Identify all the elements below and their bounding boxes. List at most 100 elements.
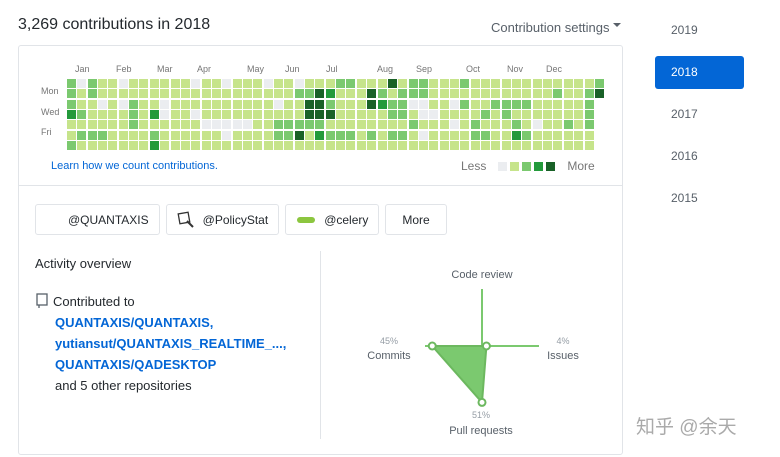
contribution-day-cell[interactable] — [512, 130, 522, 140]
contribution-day-cell[interactable] — [356, 120, 366, 130]
contribution-day-cell[interactable] — [532, 110, 542, 120]
repo-link[interactable]: QUANTAXIS/QADESKTOP — [55, 357, 217, 372]
contribution-day-cell[interactable] — [460, 89, 470, 99]
contribution-day-cell[interactable] — [470, 120, 480, 130]
contribution-day-cell[interactable] — [253, 89, 263, 99]
contribution-day-cell[interactable] — [522, 110, 532, 120]
contribution-day-cell[interactable] — [222, 99, 232, 109]
contribution-day-cell[interactable] — [170, 110, 180, 120]
contribution-day-cell[interactable] — [532, 120, 542, 130]
contribution-day-cell[interactable] — [522, 89, 532, 99]
contribution-day-cell[interactable] — [305, 99, 315, 109]
contribution-day-cell[interactable] — [574, 130, 584, 140]
contribution-day-cell[interactable] — [263, 130, 273, 140]
contribution-day-cell[interactable] — [211, 130, 221, 140]
contribution-day-cell[interactable] — [201, 99, 211, 109]
contribution-day-cell[interactable] — [584, 120, 594, 130]
contribution-day-cell[interactable] — [201, 79, 211, 88]
contribution-day-cell[interactable] — [211, 110, 221, 120]
contribution-day-cell[interactable] — [87, 141, 97, 151]
contribution-day-cell[interactable] — [543, 120, 553, 130]
contribution-day-cell[interactable] — [481, 110, 490, 120]
contribution-day-cell[interactable] — [98, 99, 108, 109]
contribution-day-cell[interactable] — [336, 99, 346, 109]
contribution-day-cell[interactable] — [367, 141, 377, 151]
contribution-day-cell[interactable] — [460, 110, 470, 120]
contribution-day-cell[interactable] — [191, 130, 201, 140]
contribution-day-cell[interactable] — [543, 110, 553, 120]
contribution-day-cell[interactable] — [315, 110, 325, 120]
contribution-day-cell[interactable] — [449, 79, 459, 88]
contribution-day-cell[interactable] — [170, 120, 180, 130]
contribution-day-cell[interactable] — [77, 120, 87, 130]
contribution-day-cell[interactable] — [574, 141, 584, 151]
contribution-day-cell[interactable] — [253, 141, 263, 151]
contribution-day-cell[interactable] — [211, 141, 221, 151]
contribution-day-cell[interactable] — [232, 130, 242, 140]
contribution-day-cell[interactable] — [242, 79, 252, 88]
contribution-day-cell[interactable] — [356, 79, 366, 88]
contribution-day-cell[interactable] — [274, 130, 283, 140]
contribution-day-cell[interactable] — [67, 110, 76, 120]
contribution-day-cell[interactable] — [170, 141, 180, 151]
contribution-day-cell[interactable] — [67, 141, 76, 151]
contribution-day-cell[interactable] — [346, 130, 356, 140]
contribution-day-cell[interactable] — [491, 130, 501, 140]
contribution-day-cell[interactable] — [491, 110, 501, 120]
contribution-day-cell[interactable] — [553, 120, 563, 130]
contribution-day-cell[interactable] — [160, 130, 170, 140]
year-2019[interactable]: 2019 — [671, 23, 698, 37]
contribution-day-cell[interactable] — [418, 79, 428, 88]
contribution-day-cell[interactable] — [180, 120, 190, 130]
contribution-day-cell[interactable] — [563, 89, 573, 99]
contribution-day-cell[interactable] — [149, 130, 159, 140]
contribution-day-cell[interactable] — [449, 99, 459, 109]
contribution-day-cell[interactable] — [315, 130, 325, 140]
contribution-day-cell[interactable] — [377, 79, 387, 88]
contribution-day-cell[interactable] — [108, 99, 118, 109]
contribution-day-cell[interactable] — [108, 110, 118, 120]
contribution-day-cell[interactable] — [232, 110, 242, 120]
contribution-day-cell[interactable] — [129, 79, 139, 88]
contribution-day-cell[interactable] — [325, 120, 335, 130]
contribution-day-cell[interactable] — [274, 79, 283, 88]
contribution-day-cell[interactable] — [87, 110, 97, 120]
contribution-day-cell[interactable] — [398, 120, 408, 130]
contribution-day-cell[interactable] — [481, 141, 490, 151]
repo-link[interactable]: yutiansut/QUANTAXIS_REALTIME_..., — [55, 336, 287, 351]
contribution-day-cell[interactable] — [129, 110, 139, 120]
contribution-day-cell[interactable] — [149, 99, 159, 109]
contribution-day-cell[interactable] — [325, 79, 335, 88]
contribution-day-cell[interactable] — [305, 110, 315, 120]
contribution-day-cell[interactable] — [522, 141, 532, 151]
contribution-day-cell[interactable] — [180, 99, 190, 109]
contribution-day-cell[interactable] — [439, 141, 449, 151]
contribution-day-cell[interactable] — [222, 141, 232, 151]
contribution-day-cell[interactable] — [242, 89, 252, 99]
contribution-day-cell[interactable] — [346, 110, 356, 120]
contribution-day-cell[interactable] — [305, 89, 315, 99]
contribution-day-cell[interactable] — [408, 79, 418, 88]
contribution-day-cell[interactable] — [408, 120, 418, 130]
contribution-day-cell[interactable] — [139, 130, 149, 140]
contribution-day-cell[interactable] — [170, 99, 180, 109]
contribution-day-cell[interactable] — [191, 79, 201, 88]
contribution-day-cell[interactable] — [77, 141, 87, 151]
contribution-day-cell[interactable] — [574, 120, 584, 130]
contribution-day-cell[interactable] — [377, 99, 387, 109]
contribution-day-cell[interactable] — [481, 99, 490, 109]
contribution-day-cell[interactable] — [439, 130, 449, 140]
contribution-day-cell[interactable] — [429, 99, 439, 109]
contribution-day-cell[interactable] — [470, 110, 480, 120]
contribution-day-cell[interactable] — [211, 89, 221, 99]
contribution-day-cell[interactable] — [491, 141, 501, 151]
contribution-day-cell[interactable] — [346, 79, 356, 88]
contribution-day-cell[interactable] — [501, 89, 511, 99]
contribution-day-cell[interactable] — [460, 130, 470, 140]
contribution-day-cell[interactable] — [346, 120, 356, 130]
contribution-day-cell[interactable] — [543, 79, 553, 88]
contribution-day-cell[interactable] — [284, 141, 294, 151]
contribution-day-cell[interactable] — [377, 89, 387, 99]
contribution-day-cell[interactable] — [180, 89, 190, 99]
contribution-day-cell[interactable] — [563, 79, 573, 88]
